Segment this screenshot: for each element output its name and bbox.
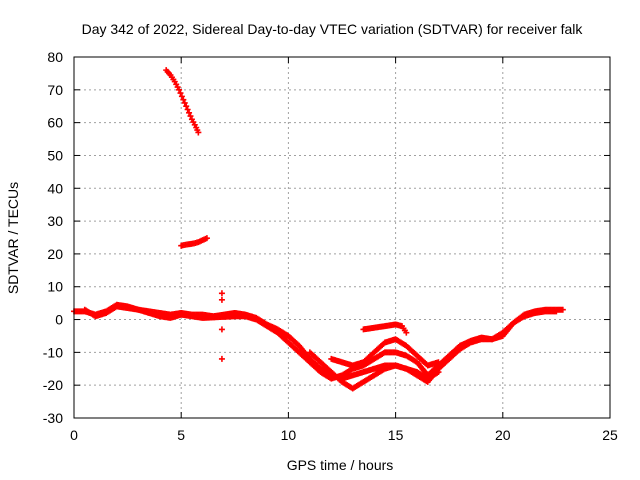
data-point — [184, 106, 191, 113]
y-tick-label: -20 — [43, 377, 63, 393]
plot-frame — [73, 56, 611, 419]
y-axis-label: SDTVAR / TECUs — [5, 182, 21, 294]
y-tick-label: 0 — [55, 312, 63, 328]
series-isolated-points — [218, 290, 225, 362]
x-tick-label: 20 — [495, 427, 511, 443]
data-point — [559, 306, 566, 313]
data-point — [218, 326, 225, 333]
x-tick-label: 0 — [70, 427, 78, 443]
data-point — [195, 129, 202, 136]
data-point — [183, 103, 190, 110]
y-tick-label: 40 — [47, 180, 63, 196]
y-tick-label: 50 — [47, 147, 63, 163]
data-point — [203, 235, 210, 242]
series-track-d — [328, 336, 442, 369]
x-tick-label: 10 — [281, 427, 297, 443]
x-tick-label: 5 — [177, 427, 185, 443]
data-point — [553, 308, 560, 315]
x-axis-label: GPS time / hours — [287, 457, 394, 473]
y-tick-label: 30 — [47, 213, 63, 229]
data-point — [180, 96, 187, 103]
y-tick-label: 10 — [47, 279, 63, 295]
x-tick-label: 25 — [602, 427, 618, 443]
data-series — [71, 67, 566, 392]
data-point — [187, 113, 194, 120]
axis-ticks: 0 5 10 15 20 25 -30 -20 -10 0 10 20 30 40 50 60 70 80 — [43, 49, 618, 443]
x-tick-label: 15 — [388, 427, 404, 443]
series-track-e — [360, 321, 410, 336]
series-mid-arc-satellite — [178, 235, 210, 249]
data-point — [176, 86, 183, 93]
series-track-b — [81, 303, 560, 382]
y-tick-label: 70 — [47, 82, 63, 98]
y-tick-label: 80 — [47, 49, 63, 65]
y-tick-label: 60 — [47, 115, 63, 131]
y-tick-label: 20 — [47, 246, 63, 262]
data-point — [218, 290, 225, 297]
data-point — [435, 359, 442, 366]
data-point — [218, 296, 225, 303]
y-tick-label: -10 — [43, 344, 63, 360]
data-point — [435, 369, 442, 376]
data-point — [186, 109, 193, 116]
data-point — [177, 90, 184, 97]
data-point — [218, 355, 225, 362]
series-high-arc-satellite — [163, 67, 202, 136]
data-point — [181, 99, 188, 106]
data-point — [178, 93, 185, 100]
series-track-c — [306, 349, 442, 392]
data-point — [403, 329, 410, 336]
y-tick-label: -30 — [43, 410, 63, 426]
chart-title: Day 342 of 2022, Sidereal Day-to-day VTE… — [82, 21, 584, 37]
